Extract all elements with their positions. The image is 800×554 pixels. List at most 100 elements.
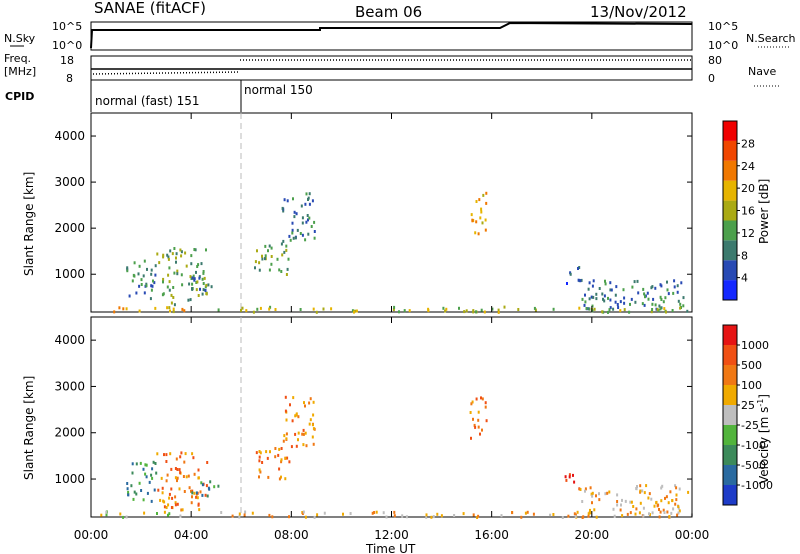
data-cell: [297, 415, 300, 419]
data-cell: [595, 297, 598, 301]
data-cell: [126, 487, 129, 491]
data-cell: [283, 434, 286, 438]
data-cell: [144, 463, 147, 467]
data-cell: [151, 467, 154, 471]
data-cell: [299, 308, 302, 311]
colorbar-swatch: [723, 160, 737, 181]
x-tick-label: 12:00: [374, 528, 409, 542]
data-cell: [300, 204, 303, 208]
colorbar-tick-label: 25: [741, 399, 755, 412]
data-cell: [283, 198, 286, 202]
data-cell: [626, 512, 629, 516]
data-cell: [145, 463, 148, 467]
data-cell: [193, 277, 196, 281]
data-cell: [679, 302, 682, 306]
data-cell: [138, 481, 141, 485]
data-cell: [567, 514, 570, 518]
data-cell: [261, 254, 263, 258]
velocity-y-ticks: 1000 2000 3000 4000: [54, 333, 692, 486]
data-cell: [614, 293, 617, 297]
data-cell: [634, 512, 637, 516]
data-cell: [196, 280, 199, 284]
data-cell: [148, 480, 151, 484]
data-cell: [268, 307, 271, 311]
data-cell: [678, 509, 681, 513]
data-cell: [174, 503, 177, 507]
colorbar-swatch: [723, 365, 737, 385]
data-cell: [274, 447, 277, 450]
data-cell: [113, 310, 116, 314]
data-cell: [485, 201, 488, 205]
data-cell: [128, 294, 131, 298]
data-cell: [261, 461, 264, 464]
data-cell: [197, 468, 200, 472]
data-cell: [165, 506, 168, 509]
data-cell: [644, 295, 646, 299]
data-cell: [278, 467, 281, 471]
data-cell: [647, 496, 650, 500]
data-cell: [259, 306, 262, 310]
data-cell: [161, 491, 164, 495]
data-cell: [616, 303, 619, 306]
data-cell: [183, 460, 186, 464]
data-cell: [480, 308, 483, 312]
data-cell: [203, 276, 206, 280]
data-cell: [198, 276, 201, 280]
data-cell: [150, 272, 153, 276]
data-cell: [566, 282, 568, 285]
colorbar-swatch: [723, 325, 737, 345]
data-cell: [565, 478, 568, 482]
data-cell: [193, 472, 196, 476]
data-cell: [265, 450, 268, 454]
data-cell: [307, 218, 309, 222]
data-cell: [301, 233, 304, 237]
data-cell: [609, 306, 612, 310]
data-cell: [285, 244, 288, 248]
data-cell: [156, 252, 159, 256]
x-tick-label: 04:00: [174, 528, 209, 542]
data-cell: [463, 310, 466, 314]
nave-tick-top: 80: [708, 54, 722, 67]
data-cell: [308, 202, 311, 206]
data-cell: [659, 510, 662, 514]
data-cell: [323, 511, 326, 515]
data-cell: [202, 271, 205, 275]
freq-tick-bottom: 8: [66, 72, 73, 85]
data-cell: [190, 254, 193, 258]
data-cell: [330, 307, 333, 311]
data-cell: [188, 282, 191, 286]
data-cell: [342, 512, 344, 516]
data-cell: [169, 309, 171, 313]
nave-label: Nave: [748, 65, 776, 78]
data-cell: [133, 261, 136, 265]
data-cell: [355, 309, 358, 313]
data-cell: [671, 499, 674, 503]
nave-trace: [92, 59, 692, 75]
data-cell: [261, 257, 264, 261]
data-cell: [201, 493, 204, 497]
data-cell: [623, 308, 626, 312]
colorbar-tick-label: 12: [741, 227, 755, 240]
data-cell: [277, 453, 280, 457]
data-cell: [284, 395, 287, 399]
colorbar-tick-label: 100: [741, 379, 762, 392]
data-cell: [302, 432, 305, 436]
data-cell: [142, 274, 145, 278]
data-cell: [579, 279, 582, 283]
data-cell: [568, 475, 571, 479]
data-cell: [281, 206, 284, 210]
data-cell: [609, 281, 612, 285]
data-cell: [160, 476, 163, 480]
data-cell: [650, 310, 653, 314]
data-cell: [205, 248, 207, 252]
data-cell: [639, 489, 642, 493]
data-cell: [202, 288, 205, 292]
data-cell: [655, 307, 658, 311]
data-cell: [552, 307, 555, 311]
data-cell: [427, 309, 430, 313]
data-cell: [664, 296, 667, 300]
data-cell: [166, 306, 169, 310]
data-cell: [385, 515, 388, 519]
data-cell: [167, 513, 169, 517]
data-cell: [591, 501, 593, 505]
